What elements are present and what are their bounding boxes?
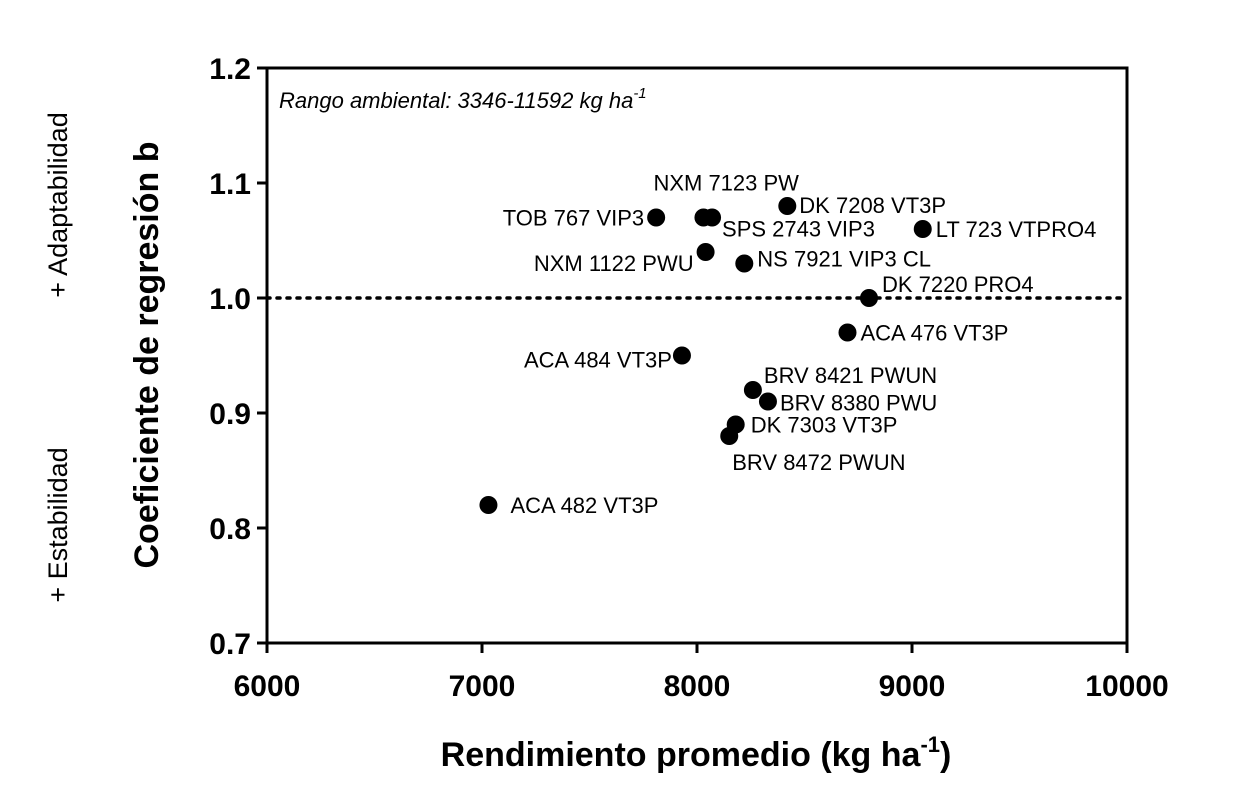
data-point xyxy=(860,289,878,307)
x-axis-title-main: Rendimiento promedio (kg ha xyxy=(441,736,922,774)
annotation-text: Rango ambiental: 3346-11592 kg ha xyxy=(279,88,633,113)
stability-label: + Estabilidad xyxy=(43,447,73,602)
y-tick-label: 1.0 xyxy=(209,283,251,316)
data-point xyxy=(703,208,722,227)
data-point xyxy=(672,346,691,365)
data-point xyxy=(696,243,715,261)
data-point xyxy=(838,323,857,342)
x-axis-title-close: ) xyxy=(940,736,951,774)
plot-frame xyxy=(265,66,1129,645)
point-label: BRV 8472 PWUN xyxy=(732,450,905,475)
point-label: BRV 8421 PWUN xyxy=(764,363,937,388)
data-point xyxy=(735,254,754,273)
point-label: NS 7921 VIP3 CL xyxy=(757,247,931,272)
y-tick-label: 1.2 xyxy=(209,53,251,86)
x-tick-label: 10000 xyxy=(1085,670,1168,703)
y-tick-label: 0.8 xyxy=(209,513,251,546)
y-tick-label: 0.7 xyxy=(209,628,251,661)
point-label: SPS 2743 VIP3 xyxy=(722,217,875,242)
x-tick-label: 9000 xyxy=(879,670,946,703)
point-label: NXM 7123 PW xyxy=(653,171,799,196)
x-tick-label: 6000 xyxy=(234,670,301,703)
data-point xyxy=(743,381,762,399)
x-tick-label: 8000 xyxy=(664,670,731,703)
x-axis-title-sup: -1 xyxy=(920,732,940,757)
annotation-sup: -1 xyxy=(633,85,646,102)
data-point xyxy=(778,197,797,215)
point-label: ACA 484 VT3P xyxy=(524,348,672,373)
point-label: TOB 767 VIP3 xyxy=(503,206,644,231)
point-label: DK 7303 VT3P xyxy=(751,413,898,438)
y-tick-label: 1.1 xyxy=(209,168,251,201)
point-label: NXM 1122 PWU xyxy=(534,251,694,276)
adaptability-label: + Adaptabilidad xyxy=(43,112,73,297)
point-label: ACA 476 VT3P xyxy=(861,321,1009,346)
point-label: DK 7220 PRO4 xyxy=(882,272,1034,297)
point-label: DK 7208 VT3P xyxy=(799,193,946,218)
point-label: LT 723 VTPRO4 xyxy=(936,217,1097,242)
x-axis-title: Rendimiento promedio (kg ha-1) xyxy=(441,732,952,774)
data-point xyxy=(758,392,777,411)
data-point xyxy=(913,220,932,238)
environmental-range-annotation: Rango ambiental: 3346-11592 kg ha-1 xyxy=(279,85,647,113)
data-point xyxy=(647,208,666,227)
x-tick-label: 7000 xyxy=(449,670,516,703)
point-label: ACA 482 VT3P xyxy=(510,493,658,518)
y-axis-title: Coeficiente de regresión b xyxy=(128,142,166,569)
y-tick-label: 0.9 xyxy=(209,398,251,431)
data-point xyxy=(720,427,739,445)
data-point xyxy=(479,496,498,514)
point-label: BRV 8380 PWU xyxy=(780,391,937,416)
